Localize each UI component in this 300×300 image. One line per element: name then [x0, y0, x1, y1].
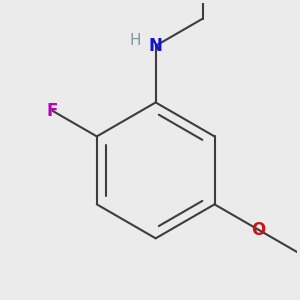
Text: N: N	[149, 37, 163, 55]
Text: F: F	[47, 102, 58, 120]
Text: H: H	[130, 33, 141, 48]
Text: O: O	[251, 221, 266, 239]
